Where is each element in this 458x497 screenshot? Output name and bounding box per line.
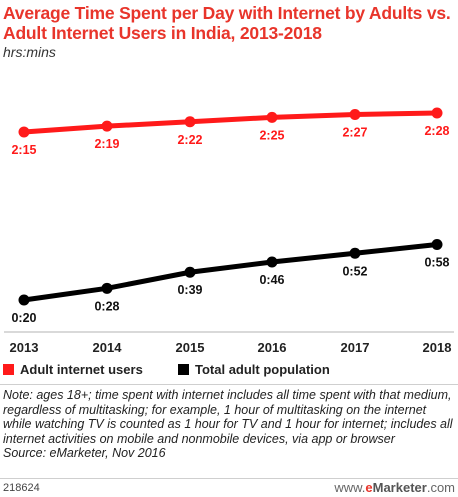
data-point (18, 294, 30, 306)
data-label: 0:28 (94, 299, 119, 313)
x-tick-label: 2015 (176, 340, 205, 355)
chart-subtitle: hrs:mins (3, 44, 56, 60)
data-point (349, 247, 361, 259)
legend-item-adult-internet-users: Adult internet users (3, 362, 143, 377)
note-text: Note: ages 18+; time spent with internet… (3, 388, 453, 446)
data-point (266, 111, 278, 123)
chart-id: 218624 (3, 482, 40, 494)
data-point (101, 120, 113, 132)
data-point (431, 238, 443, 250)
data-label: 2:22 (177, 133, 202, 147)
emarketer-logo: www.eMarketer.com (334, 480, 455, 495)
data-label: 2:19 (94, 137, 119, 151)
footnote: Note: ages 18+; time spent with internet… (3, 388, 457, 461)
data-point (184, 116, 196, 128)
x-tick-label: 2016 (258, 340, 287, 355)
data-point (349, 108, 361, 120)
data-point (184, 266, 196, 278)
data-label: 2:27 (342, 125, 367, 139)
source-text: Source: eMarketer, Nov 2016 (3, 446, 166, 461)
legend: Adult internet users Total adult populat… (3, 362, 455, 380)
data-label: 2:15 (11, 143, 36, 157)
data-point (431, 107, 443, 119)
series-line (21, 110, 440, 135)
data-label: 0:46 (259, 273, 284, 287)
data-point (266, 256, 278, 268)
divider (0, 478, 458, 479)
legend-swatch-red (3, 364, 14, 375)
legend-item-total-adult-population: Total adult population (178, 362, 330, 377)
data-label: 2:25 (259, 128, 284, 142)
x-tick-label: 2014 (93, 340, 123, 355)
legend-swatch-black (178, 364, 189, 375)
series-line (21, 241, 440, 303)
chart-title: Average Time Spent per Day with Internet… (3, 3, 451, 43)
data-label: 0:39 (177, 283, 202, 297)
legend-label: Adult internet users (20, 362, 143, 377)
x-tick-label: 2017 (341, 340, 370, 355)
data-label: 0:58 (424, 255, 449, 269)
x-tick-label: 2013 (10, 340, 39, 355)
x-tick-label: 2018 (423, 340, 452, 355)
data-point (101, 282, 113, 294)
data-label: 2:28 (424, 124, 449, 138)
data-label: 0:52 (342, 264, 367, 278)
legend-label: Total adult population (195, 362, 330, 377)
data-point (18, 126, 30, 138)
data-label: 0:20 (11, 311, 36, 325)
line-chart: 2013 2014 2015 2016 2017 2018 2:15 2:19 2:22 2:25… (4, 107, 454, 355)
divider (0, 384, 458, 385)
